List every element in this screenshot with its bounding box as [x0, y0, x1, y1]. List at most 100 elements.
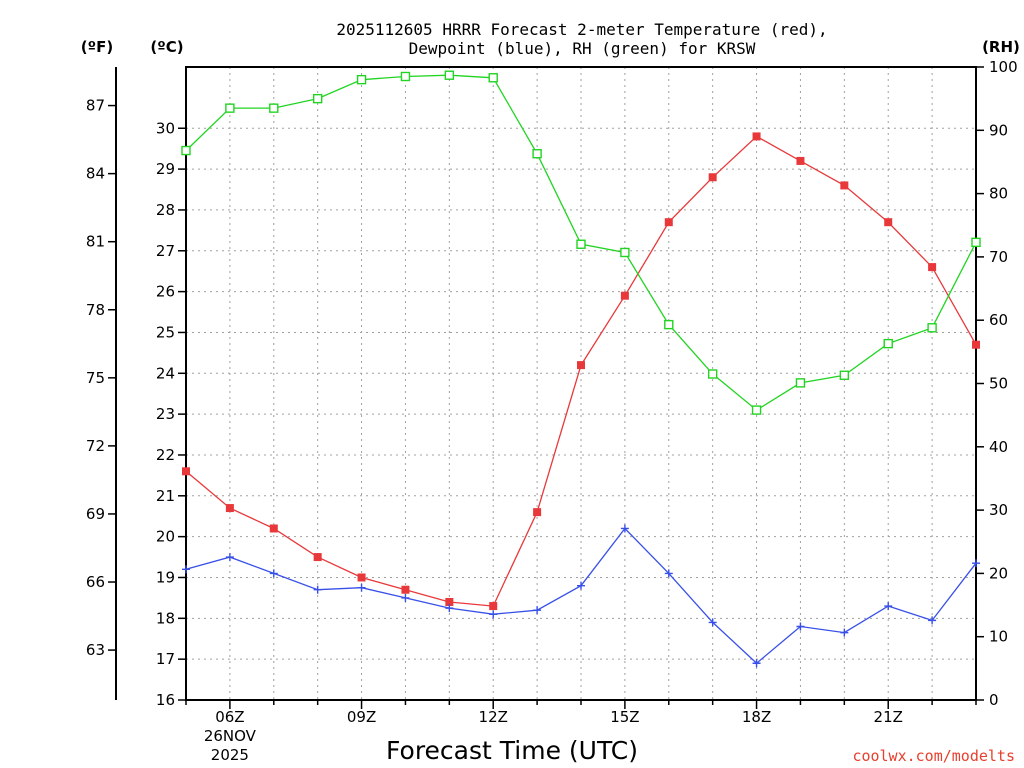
temperature-point [225, 504, 234, 513]
temperature-point [577, 361, 585, 370]
celsius-tick-label: 17 [156, 650, 175, 668]
rh-tick-label: 90 [989, 121, 1008, 139]
celsius-tick-label: 16 [156, 691, 175, 709]
temperature-point [313, 553, 322, 562]
temperature-point [972, 340, 980, 349]
celsius-tick-label: 19 [156, 568, 175, 586]
fahrenheit-tick-label: 81 [86, 233, 105, 251]
rh-point [269, 103, 279, 113]
series-layer [181, 70, 981, 668]
rh-unit-label: (RH) [982, 38, 1020, 56]
dewpoint-point [313, 585, 322, 594]
rh-point [444, 70, 455, 80]
rh-tick-label: 20 [989, 564, 1008, 582]
rh-tick-label: 10 [989, 628, 1008, 646]
rh-tick-label: 60 [989, 311, 1008, 329]
chart-title-line2: Dewpoint (blue), RH (green) for KRSW [409, 39, 756, 58]
temperature-point [708, 173, 717, 182]
time-tick-label: 21Z [874, 708, 903, 726]
celsius-tick-label: 28 [156, 201, 175, 219]
dewpoint-point [533, 606, 542, 615]
fahrenheit-tick-label: 72 [86, 437, 105, 455]
time-tick-label: 18Z [742, 708, 771, 726]
celsius-tick-label: 22 [156, 446, 175, 464]
dewpoint-point [796, 622, 805, 631]
rh-tick-label: 0 [989, 691, 999, 709]
temperature-point [489, 602, 498, 611]
dewpoint-point [928, 616, 937, 625]
chart-title-line1: 2025112605 HRRR Forecast 2-meter Tempera… [336, 20, 827, 39]
dewpoint-point [752, 659, 761, 668]
time-tick-date: 26NOV [204, 727, 257, 745]
fahrenheit-tick-label: 63 [86, 641, 105, 659]
rh-point [532, 149, 542, 159]
rh-point [795, 378, 806, 388]
rh-point [620, 247, 630, 258]
rh-point [707, 369, 718, 379]
dewpoint-point [401, 593, 410, 602]
dewpoint-point [182, 565, 190, 574]
rh-point [751, 405, 762, 415]
rh-point [664, 319, 674, 330]
rh-tick-label: 80 [989, 185, 1008, 203]
celsius-tick-label: 26 [156, 283, 175, 301]
celsius-tick-label: 27 [156, 242, 175, 260]
temperature-point [182, 467, 190, 476]
rh-point [576, 239, 586, 249]
celsius-tick-label: 24 [156, 364, 175, 382]
celsius-axis: 16 17 18 19 20 21 22 23 24 25 26 27 28 29 30 [156, 119, 186, 709]
celsius-tick-label: 30 [156, 119, 175, 137]
fahrenheit-unit-label: (ºF) [81, 38, 113, 56]
rh-point [971, 237, 981, 248]
temperature-point [445, 597, 454, 606]
fahrenheit-tick-label: 75 [86, 369, 105, 387]
fahrenheit-tick-label: 78 [86, 301, 105, 319]
dewpoint-point [884, 602, 893, 611]
time-tick-label: 09Z [347, 708, 376, 726]
fahrenheit-tick-label: 69 [86, 505, 105, 523]
rh-tick-label: 40 [989, 438, 1008, 456]
dewpoint-point [445, 604, 454, 613]
temperature-point [401, 585, 410, 594]
fahrenheit-tick-label: 66 [86, 573, 105, 591]
x-axis-title: Forecast Time (UTC) [386, 736, 638, 765]
dewpoint-point [620, 524, 629, 533]
celsius-tick-label: 23 [156, 405, 175, 423]
time-tick-label: 12Z [479, 708, 508, 726]
dewpoint-point [708, 618, 717, 627]
rh-axis: 0 10 20 30 40 50 60 70 80 90 100 [976, 58, 1018, 709]
credit-label: coolwx.com/modelts [852, 747, 1015, 765]
rh-tick-label: 70 [989, 248, 1008, 266]
temperature-point [796, 156, 805, 165]
rh-point [839, 370, 850, 380]
temperature-point [620, 291, 629, 300]
temperature-point [840, 181, 849, 190]
dewpoint-point [225, 553, 234, 562]
fahrenheit-tick-label: 87 [86, 97, 105, 115]
celsius-tick-label: 25 [156, 323, 175, 341]
celsius-tick-label: 18 [156, 609, 175, 627]
plot-frame [185, 66, 977, 701]
rh-point [883, 338, 893, 349]
dewpoint-point [972, 559, 980, 568]
dewpoint-point [357, 583, 366, 592]
rh-tick-label: 30 [989, 501, 1008, 519]
rh-point [488, 73, 498, 83]
time-tick-year: 2025 [211, 746, 249, 764]
rh-point [356, 74, 367, 85]
dewpoint-point [489, 610, 498, 619]
celsius-tick-label: 21 [156, 487, 175, 505]
temperature-point [884, 218, 893, 227]
celsius-tick-label: 29 [156, 160, 175, 178]
rh-point [312, 93, 323, 104]
rh-tick-label: 50 [989, 375, 1008, 393]
rh-point [225, 103, 235, 113]
rh-point [400, 71, 411, 82]
celsius-tick-label: 20 [156, 528, 175, 546]
fahrenheit-tick-label: 84 [86, 165, 105, 183]
time-tick-label: 06Z [215, 708, 244, 726]
dewpoint-point [269, 569, 278, 578]
temperature-point [269, 524, 278, 533]
